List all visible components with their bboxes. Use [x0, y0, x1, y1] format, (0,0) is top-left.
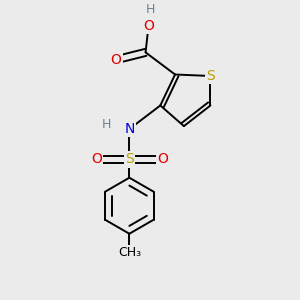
Text: S: S [206, 69, 215, 83]
Text: CH₃: CH₃ [118, 246, 141, 260]
Text: O: O [157, 152, 168, 167]
Text: O: O [111, 53, 122, 67]
Text: O: O [143, 19, 154, 33]
Text: S: S [125, 152, 134, 167]
Text: H: H [102, 118, 111, 130]
Text: H: H [145, 2, 155, 16]
Text: N: N [124, 122, 134, 136]
Text: O: O [91, 152, 102, 167]
